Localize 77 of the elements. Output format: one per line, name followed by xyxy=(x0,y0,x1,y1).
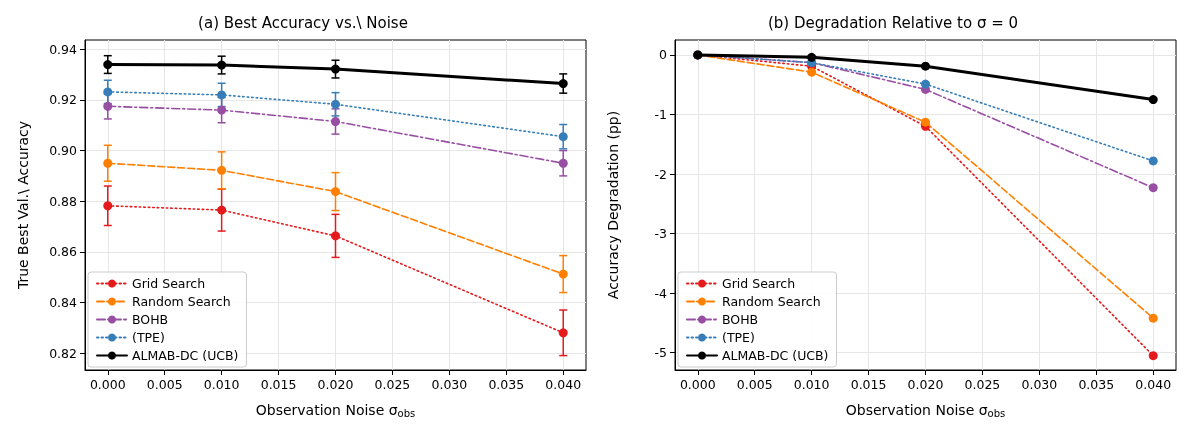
x-tick-label: 0.015 xyxy=(850,377,887,392)
x-tick-label: 0.025 xyxy=(374,377,411,392)
legend-label: Grid Search xyxy=(132,276,206,291)
legend-label: (TPE) xyxy=(132,330,165,345)
point xyxy=(1148,156,1158,166)
x-tick-label: 0.005 xyxy=(736,377,773,392)
x-tick-label: 0.025 xyxy=(964,377,1001,392)
x-tick-label: 0.005 xyxy=(146,377,183,392)
legend-label: (TPE) xyxy=(722,330,755,345)
point xyxy=(1148,183,1158,193)
point xyxy=(103,201,113,211)
x-tick-label: 0.000 xyxy=(89,377,126,392)
y-tick-label: 0.92 xyxy=(49,92,77,108)
point xyxy=(331,187,340,197)
y-tick-label: 0.90 xyxy=(49,143,78,159)
legend-label: BOHB xyxy=(722,312,759,327)
point xyxy=(921,61,930,71)
point xyxy=(217,165,227,175)
point xyxy=(217,205,227,215)
point xyxy=(331,64,340,74)
x-tick-label: 0.010 xyxy=(203,377,240,392)
point xyxy=(217,105,227,115)
point xyxy=(103,87,113,97)
y-axis-title: Accuracy Degradation (pp) xyxy=(605,110,621,300)
point xyxy=(558,269,568,279)
point xyxy=(558,79,568,89)
y-tick-label: 0.86 xyxy=(49,244,78,260)
y-tick-label: -2 xyxy=(654,166,667,182)
y-tick-label: -3 xyxy=(654,226,667,242)
y-tick-label: 0.94 xyxy=(49,41,78,57)
point xyxy=(558,158,568,168)
point xyxy=(558,328,568,338)
point xyxy=(558,132,568,142)
x-axis-title: Observation Noise σobs xyxy=(255,402,416,419)
y-tick-label: -5 xyxy=(654,345,667,361)
legend-label: Grid Search xyxy=(722,276,796,291)
point xyxy=(103,60,113,70)
legend-label: BOHB xyxy=(132,312,169,327)
legend-label: Random Search xyxy=(132,294,231,309)
x-tick-label: 0.030 xyxy=(431,377,468,392)
point xyxy=(1148,95,1158,105)
point xyxy=(921,79,930,89)
legend-label: ALMAB-DC (UCB) xyxy=(132,348,239,363)
chart-title: (a) Best Accuracy vs.\ Noise xyxy=(198,13,408,32)
y-axis-title: True Best Val.\ Accuracy xyxy=(15,120,31,291)
point xyxy=(331,116,340,126)
point xyxy=(1148,313,1158,323)
point xyxy=(331,231,340,241)
point xyxy=(217,90,227,100)
point xyxy=(103,158,113,168)
point xyxy=(807,67,817,77)
x-tick-label: 0.040 xyxy=(1135,377,1172,392)
x-tick-label: 0.010 xyxy=(793,377,830,392)
y-tick-label: 0.82 xyxy=(49,345,77,361)
x-tick-label: 0.020 xyxy=(907,377,944,392)
x-tick-label: 0.030 xyxy=(1021,377,1058,392)
y-tick-label: -1 xyxy=(654,106,667,122)
point xyxy=(1148,351,1158,361)
point xyxy=(331,99,340,109)
x-tick-label: 0.000 xyxy=(679,377,716,392)
y-tick-label: 0 xyxy=(659,47,668,63)
point xyxy=(103,101,113,111)
y-tick-label: -4 xyxy=(654,285,668,301)
x-axis-title: Observation Noise σobs xyxy=(845,402,1006,419)
x-tick-label: 0.035 xyxy=(1078,377,1115,392)
chart-title: (b) Degradation Relative to σ = 0 xyxy=(767,13,1019,32)
x-tick-label: 0.020 xyxy=(317,377,354,392)
x-tick-label: 0.040 xyxy=(545,377,582,392)
y-tick-label: 0.88 xyxy=(49,193,78,209)
legend-label: Random Search xyxy=(722,294,821,309)
y-tick-label: 0.84 xyxy=(49,294,78,310)
x-tick-label: 0.015 xyxy=(260,377,297,392)
point xyxy=(921,117,930,127)
point xyxy=(807,52,817,62)
x-tick-label: 0.035 xyxy=(488,377,525,392)
legend-label: ALMAB-DC (UCB) xyxy=(722,348,829,363)
point xyxy=(217,60,227,70)
